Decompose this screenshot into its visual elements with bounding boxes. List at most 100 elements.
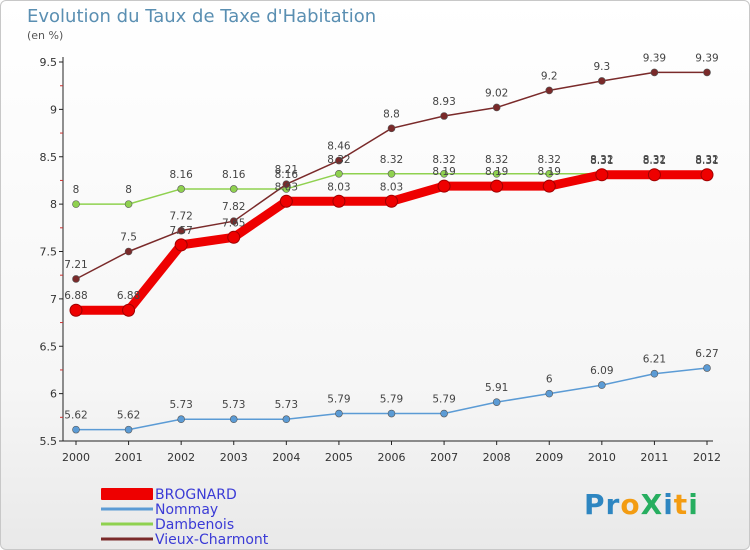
data-label: 7.72 bbox=[169, 211, 192, 223]
data-point bbox=[177, 185, 185, 193]
y-tick-label: 6 bbox=[50, 388, 57, 401]
data-label: 9.02 bbox=[485, 87, 508, 99]
data-point bbox=[335, 170, 343, 178]
data-label: 8.21 bbox=[275, 164, 298, 176]
legend-swatch bbox=[101, 522, 153, 526]
data-point bbox=[332, 194, 346, 208]
data-label: 6.21 bbox=[643, 354, 666, 366]
data-point bbox=[595, 168, 609, 182]
data-point bbox=[492, 170, 501, 178]
x-tick-label: 2002 bbox=[167, 451, 195, 464]
data-label: 8.16 bbox=[275, 169, 299, 181]
data-label: 8.31 bbox=[590, 155, 613, 167]
data-label: 5.73 bbox=[222, 399, 245, 411]
data-label: 8.16 bbox=[169, 169, 193, 181]
data-label: 8.46 bbox=[327, 141, 351, 153]
y-tick-label: 8.5 bbox=[40, 151, 58, 164]
data-point bbox=[598, 77, 606, 85]
legend-label: Vieux-Charmont bbox=[155, 532, 269, 548]
data-label: 8.31 bbox=[643, 155, 666, 167]
data-point bbox=[647, 168, 661, 182]
x-tick-label: 2012 bbox=[693, 451, 721, 464]
data-point bbox=[703, 68, 711, 77]
data-point bbox=[335, 409, 343, 418]
data-label: 8.31 bbox=[695, 155, 718, 167]
proxiti-logo: ProXiti bbox=[584, 488, 699, 521]
data-label: 6.09 bbox=[590, 365, 613, 377]
data-point bbox=[174, 238, 188, 252]
logo-letter: t bbox=[673, 488, 689, 521]
x-tick-label: 2010 bbox=[588, 451, 616, 464]
data-label: 9.2 bbox=[541, 70, 558, 82]
data-label: 7.65 bbox=[222, 217, 245, 229]
y-tick-label: 9 bbox=[50, 103, 57, 116]
logo-letter: r bbox=[605, 488, 621, 521]
data-point bbox=[437, 179, 451, 193]
chart-title: Evolution du Taux de Taxe d'Habitation bbox=[27, 6, 377, 27]
legend-swatch bbox=[101, 537, 153, 541]
legend-label: BROGNARD bbox=[155, 487, 237, 503]
data-point bbox=[440, 112, 448, 120]
data-label: 6.88 bbox=[64, 290, 87, 302]
data-point bbox=[177, 415, 185, 424]
x-tick-label: 2003 bbox=[220, 451, 248, 464]
data-label: 8.32 bbox=[695, 154, 718, 166]
data-label: 8.32 bbox=[538, 154, 561, 166]
data-label: 6.27 bbox=[695, 348, 718, 360]
data-label: 7.21 bbox=[64, 259, 87, 271]
x-tick-label: 2001 bbox=[115, 451, 143, 464]
data-label: 8 bbox=[73, 184, 80, 196]
y-tick-label: 9.5 bbox=[40, 56, 58, 69]
data-point bbox=[282, 180, 291, 189]
logo-letter: X bbox=[640, 488, 664, 521]
data-label: 6.88 bbox=[117, 290, 140, 302]
data-label: 5.73 bbox=[275, 399, 298, 411]
data-label: 8.19 bbox=[538, 166, 561, 178]
data-point bbox=[440, 409, 448, 418]
logo-letter: o bbox=[620, 488, 641, 521]
data-label: 7.57 bbox=[169, 225, 192, 237]
data-point bbox=[227, 230, 241, 244]
data-point bbox=[229, 415, 238, 424]
data-label: 5.73 bbox=[169, 399, 192, 411]
data-point bbox=[229, 217, 238, 225]
data-point bbox=[124, 200, 133, 208]
logo-letter: i bbox=[688, 488, 699, 521]
data-label: 8.03 bbox=[380, 181, 403, 193]
y-tick-label: 8 bbox=[50, 198, 57, 211]
data-point bbox=[440, 170, 448, 178]
data-label: 5.62 bbox=[64, 410, 87, 422]
data-point bbox=[492, 398, 501, 406]
data-point bbox=[385, 194, 398, 208]
logo-letter: i bbox=[663, 488, 674, 521]
data-point bbox=[387, 409, 396, 418]
y-tick-label: 6.5 bbox=[40, 340, 58, 353]
data-label: 8.93 bbox=[432, 96, 455, 108]
data-point bbox=[490, 179, 504, 193]
data-point bbox=[124, 247, 133, 256]
data-label: 8.03 bbox=[327, 181, 350, 193]
data-point bbox=[545, 170, 554, 178]
data-point bbox=[598, 381, 606, 389]
legend-label: Dambenois bbox=[155, 517, 234, 533]
data-point bbox=[650, 369, 659, 378]
data-label: 9.39 bbox=[643, 52, 666, 64]
data-point bbox=[542, 179, 556, 193]
data-point bbox=[229, 185, 238, 193]
data-point bbox=[282, 415, 291, 424]
x-tick-label: 2008 bbox=[483, 451, 511, 464]
x-tick-label: 2007 bbox=[430, 451, 458, 464]
data-point bbox=[335, 156, 343, 165]
legend-swatch bbox=[101, 488, 153, 500]
y-tick-label: 7.5 bbox=[40, 246, 58, 259]
data-point bbox=[545, 389, 554, 398]
data-point bbox=[72, 275, 80, 283]
x-tick-label: 2004 bbox=[272, 451, 300, 464]
data-point bbox=[650, 68, 659, 77]
data-point bbox=[279, 194, 293, 208]
data-label: 5.62 bbox=[117, 410, 140, 422]
x-tick-label: 2000 bbox=[62, 451, 90, 464]
data-label: 8.32 bbox=[643, 154, 666, 166]
